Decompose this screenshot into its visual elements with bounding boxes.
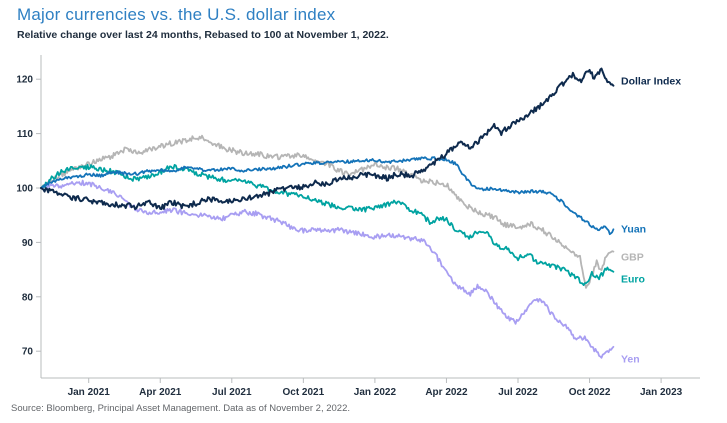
series-label-euro: Euro xyxy=(621,273,645,285)
y-tick-label: 120 xyxy=(16,75,33,86)
x-tick-label: Oct 2022 xyxy=(569,387,611,398)
series-label-dollar-index: Dollar Index xyxy=(621,75,681,87)
chart-title: Major currencies vs. the U.S. dollar ind… xyxy=(17,5,336,24)
y-tick-label: 70 xyxy=(22,347,34,358)
y-tick-label: 80 xyxy=(22,292,34,303)
source-note: Source: Bloomberg, Principal Asset Manag… xyxy=(11,403,351,414)
x-tick-label: Jan 2023 xyxy=(640,387,683,398)
x-tick-label: Jan 2022 xyxy=(354,387,397,398)
x-tick-label: Jul 2022 xyxy=(498,387,538,398)
series-line-yuan xyxy=(40,156,615,236)
y-tick-label: 100 xyxy=(16,184,33,195)
x-tick-label: Apr 2021 xyxy=(139,387,182,398)
series-line-euro xyxy=(40,163,615,286)
x-tick-label: Jul 2021 xyxy=(212,387,252,398)
y-tick-label: 90 xyxy=(22,238,34,249)
series-label-yuan: Yuan xyxy=(621,223,646,235)
x-tick-label: Jan 2021 xyxy=(68,387,111,398)
x-tick-label: Oct 2021 xyxy=(282,387,324,398)
y-tick-label: 110 xyxy=(17,129,34,140)
series-label-yen: Yen xyxy=(621,353,640,365)
series-label-gbp: GBP xyxy=(621,252,644,264)
series-line-gbp xyxy=(40,134,615,289)
series-line-dollar-index xyxy=(40,67,615,211)
x-tick-label: Apr 2022 xyxy=(425,387,468,398)
chart-subtitle: Relative change over last 24 months, Reb… xyxy=(17,29,389,41)
